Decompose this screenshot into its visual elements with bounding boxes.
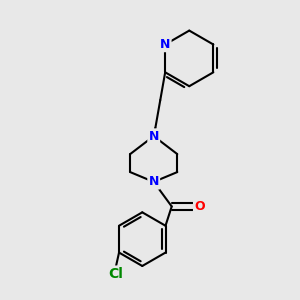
Text: N: N xyxy=(148,176,159,188)
Text: O: O xyxy=(194,200,205,213)
Text: N: N xyxy=(160,38,170,51)
Text: N: N xyxy=(148,130,159,142)
Text: Cl: Cl xyxy=(108,267,123,281)
